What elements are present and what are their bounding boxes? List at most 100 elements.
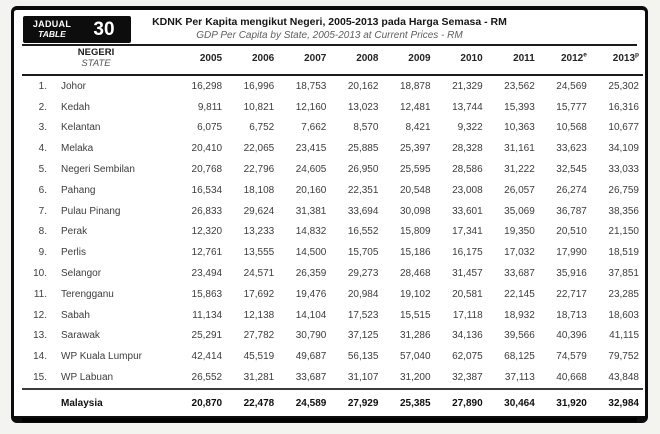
state-name: Selangor	[61, 267, 102, 279]
value-cell: 56,135	[347, 351, 379, 363]
year-label: 2013	[612, 53, 636, 65]
value-cell: 31,286	[399, 330, 431, 342]
row-number: 3.	[38, 122, 47, 134]
year-label: 2010	[460, 53, 483, 65]
value-cell: 29,624	[243, 205, 275, 217]
malaysia-value-cell: 20,870	[174, 387, 227, 417]
value-cell: 8,421	[405, 122, 431, 134]
table-number-badge: JADUAL TABLE 30	[23, 16, 131, 43]
value-cell: 37,125	[347, 330, 379, 342]
value-cell: 11,134	[192, 309, 223, 321]
value-cell: 10,568	[556, 122, 587, 134]
value-cell: 40,668	[556, 371, 587, 383]
value-cell: 15,393	[504, 101, 535, 113]
value-cell: 41,115	[609, 330, 639, 342]
table-row: 6. Pahang 16,534 18,108 20,160 22,351 20…	[22, 180, 643, 201]
value-cell: 31,161	[504, 143, 535, 155]
value-cell: 25,397	[399, 143, 431, 155]
state-name: Pulau Pinang	[61, 205, 121, 217]
table-row: 7. Pulau Pinang 26,833 29,624 31,381 33,…	[22, 201, 643, 222]
state-header-malay: NEGERI	[77, 47, 115, 58]
value-cell: 14,104	[295, 309, 327, 321]
value-cell: 33,687	[504, 267, 535, 279]
value-cell: 28,586	[452, 163, 483, 175]
year-column-header: 2008	[330, 46, 383, 76]
value-cell: 23,415	[295, 143, 327, 155]
value-cell: 74,579	[556, 351, 587, 363]
value-cell: 26,950	[347, 163, 379, 175]
value-cell: 37,113	[504, 371, 535, 383]
year-label: 2009	[408, 53, 431, 65]
value-cell: 18,108	[243, 184, 275, 196]
table-footer: Malaysia 20,870 22,478 24,589 27,929 25,385 2…	[22, 387, 643, 417]
state-name: WP Labuan	[61, 371, 114, 383]
value-cell: 15,777	[556, 101, 587, 113]
table-row: 3. Kelantan 6,075 6,752 7,662 8,570 8,42…	[22, 117, 643, 138]
value-cell: 62,075	[452, 351, 483, 363]
value-cell: 23,285	[608, 288, 639, 300]
value-cell: 12,481	[399, 101, 431, 113]
value-cell: 79,752	[608, 351, 639, 363]
value-cell: 31,222	[504, 163, 535, 175]
row-number: 7.	[38, 205, 47, 217]
value-cell: 14,832	[295, 226, 327, 238]
malaysia-total-row: Malaysia 20,870 22,478 24,589 27,929 25,385 2…	[22, 387, 643, 417]
year-column-header: 2009	[382, 46, 435, 76]
value-cell: 57,040	[399, 351, 431, 363]
year-label: 2008	[356, 53, 379, 65]
table-body: 1. Johor 16,298 16,996 18,753 20,162 18,…	[22, 75, 643, 389]
table-row: 2. Kedah 9,811 10,821 12,160 13,023 12,4…	[22, 97, 643, 118]
value-cell: 16,298	[191, 80, 223, 92]
row-number: 10.	[33, 267, 47, 279]
value-cell: 42,414	[191, 351, 223, 363]
value-cell: 19,102	[399, 288, 431, 300]
year-superscript: p	[635, 52, 639, 60]
value-cell: 34,136	[452, 330, 483, 342]
value-cell: 13,023	[347, 101, 379, 113]
malaysia-value-cell: 24,589	[278, 387, 331, 417]
table-row: 15. WP Labuan 26,552 31,281 33,687 31,10…	[22, 367, 643, 389]
value-cell: 35,069	[504, 205, 535, 217]
column-header-row: NEGERI STATE 2005 2006 2007 2008 2009 2010 201…	[22, 46, 643, 76]
row-number: 6.	[38, 184, 47, 196]
value-cell: 23,008	[452, 184, 483, 196]
value-cell: 30,790	[295, 330, 327, 342]
value-cell: 25,291	[191, 330, 223, 342]
state-name: Perlis	[61, 247, 87, 259]
row-number: 9.	[38, 247, 47, 259]
value-cell: 33,601	[452, 205, 483, 217]
footer-spacer	[22, 387, 48, 417]
value-cell: 39,566	[504, 330, 535, 342]
value-cell: 20,768	[191, 163, 223, 175]
value-cell: 37,851	[608, 267, 639, 279]
year-label: 2006	[251, 53, 275, 65]
malaysia-value-cell: 22,478	[226, 387, 279, 417]
malaysia-value-cell: 27,890	[434, 387, 487, 417]
value-cell: 12,138	[243, 309, 275, 321]
value-cell: 32,387	[452, 371, 483, 383]
value-cell: 20,160	[295, 184, 327, 196]
value-cell: 20,984	[347, 288, 379, 300]
malaysia-label: Malaysia	[48, 387, 174, 417]
value-cell: 20,410	[191, 143, 223, 155]
value-cell: 33,694	[347, 205, 379, 217]
value-cell: 6,075	[197, 122, 223, 134]
value-cell: 28,328	[452, 143, 483, 155]
value-cell: 19,350	[504, 226, 535, 238]
value-cell: 18,713	[556, 309, 587, 321]
year-column-header: 2006	[226, 46, 279, 76]
value-cell: 49,687	[295, 351, 327, 363]
malaysia-value-cell: 31,920	[538, 387, 591, 417]
state-name: Negeri Sembilan	[61, 163, 135, 175]
table-row: 5. Negeri Sembilan 20,768 22,796 24,605 …	[22, 159, 643, 180]
row-number: 5.	[38, 163, 47, 175]
value-cell: 15,809	[399, 226, 431, 238]
value-cell: 31,107	[347, 371, 379, 383]
value-cell: 31,381	[295, 205, 327, 217]
year-label: 2005	[199, 53, 223, 65]
table-row: 9. Perlis 12,761 13,555 14,500 15,705 15…	[22, 242, 643, 263]
value-cell: 26,057	[504, 184, 535, 196]
value-cell: 45,519	[243, 351, 275, 363]
value-cell: 30,098	[399, 205, 431, 217]
state-name: Johor	[61, 80, 87, 92]
